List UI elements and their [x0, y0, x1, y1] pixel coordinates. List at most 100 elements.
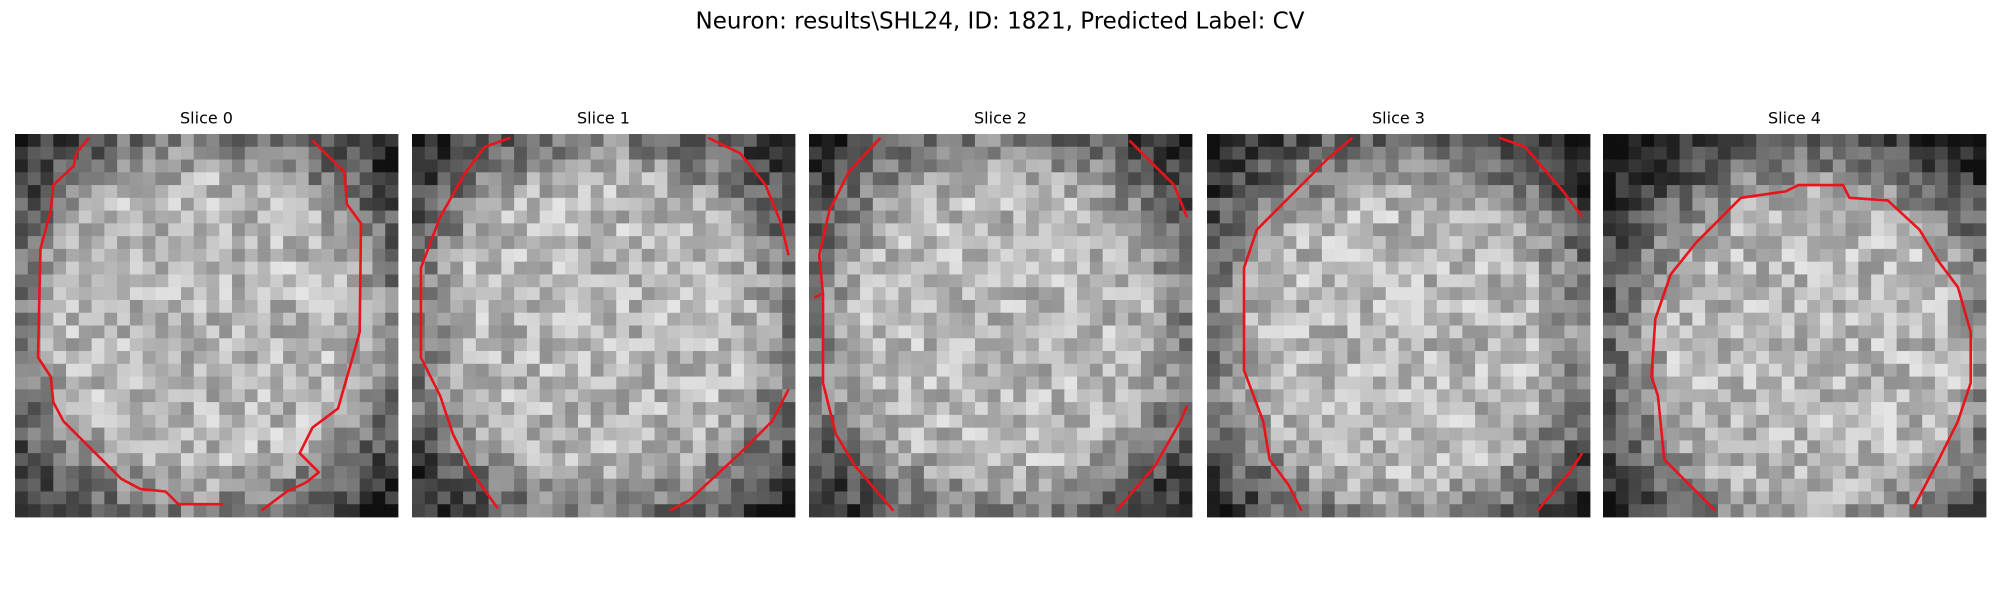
pixel	[898, 389, 912, 403]
pixel	[232, 134, 246, 148]
pixel	[692, 325, 707, 339]
pixel	[962, 504, 976, 518]
pixel	[923, 236, 938, 250]
pixel	[437, 312, 451, 326]
pixel	[667, 338, 681, 352]
pixel	[1258, 210, 1272, 224]
pixel	[475, 376, 489, 390]
pixel	[1385, 465, 1399, 480]
pixel	[1832, 453, 1846, 467]
pixel	[1411, 491, 1425, 505]
pixel	[359, 504, 373, 518]
pixel	[168, 197, 182, 211]
pixel	[603, 185, 617, 199]
pixel	[206, 427, 220, 441]
pixel	[1973, 146, 1987, 160]
pixel	[1947, 402, 1961, 416]
pixel	[1013, 478, 1027, 492]
pixel	[1551, 504, 1565, 518]
pixel	[1781, 440, 1795, 454]
pixel	[1666, 465, 1680, 480]
pixel	[911, 299, 925, 314]
pixel	[1166, 197, 1180, 211]
pixel	[1896, 312, 1910, 326]
pixel	[1564, 478, 1578, 492]
pixel	[1692, 274, 1706, 288]
pixel	[565, 465, 579, 480]
pixel	[1692, 185, 1706, 199]
pixel	[117, 453, 131, 467]
pixel	[821, 134, 835, 148]
pixel	[743, 223, 758, 237]
pixel	[142, 504, 156, 518]
pixel	[911, 261, 925, 275]
pixel	[1832, 376, 1846, 390]
pixel	[1577, 185, 1591, 199]
pixel	[1628, 299, 1642, 314]
pixel	[1820, 427, 1834, 441]
pixel	[1705, 402, 1719, 416]
pixel	[1207, 287, 1221, 301]
pixel	[1207, 210, 1221, 224]
pixel	[1756, 351, 1770, 365]
pixel	[1730, 185, 1744, 199]
pixel	[1871, 338, 1885, 352]
pixel	[1334, 414, 1348, 429]
pixel	[1679, 491, 1693, 505]
pixel	[1615, 351, 1629, 365]
pixel	[1296, 453, 1310, 467]
pixel	[91, 465, 105, 480]
panel-title: Slice 1	[577, 109, 630, 128]
pixel	[1102, 427, 1116, 441]
pixel	[514, 325, 528, 339]
pixel	[1832, 134, 1846, 148]
pixel	[1934, 197, 1949, 211]
pixel	[1743, 478, 1757, 492]
pixel	[705, 210, 719, 224]
pixel	[1756, 478, 1770, 492]
pixel	[1922, 185, 1936, 199]
pixel	[616, 299, 630, 314]
pixel	[1768, 236, 1783, 250]
pixel	[1064, 185, 1078, 199]
pixel	[821, 504, 835, 518]
pixel	[385, 325, 399, 339]
pixel	[1577, 134, 1591, 148]
pixel	[1577, 146, 1591, 160]
pixel	[1564, 414, 1578, 429]
pixel	[1219, 478, 1233, 492]
pixel	[718, 223, 732, 237]
pixel	[641, 248, 655, 263]
pixel	[1102, 389, 1116, 403]
pixel	[1245, 299, 1259, 314]
pixel	[1947, 312, 1961, 326]
pixel	[603, 402, 617, 416]
pixel	[872, 402, 886, 416]
pixel	[1577, 223, 1591, 237]
pixel	[488, 414, 502, 429]
pixel	[15, 261, 29, 275]
pixel	[295, 172, 310, 186]
pixel	[1000, 248, 1014, 263]
pixel	[552, 325, 566, 339]
pixel	[987, 325, 1001, 339]
pixel	[577, 453, 592, 467]
pixel	[1896, 146, 1910, 160]
pixel	[1487, 440, 1502, 454]
pixel	[219, 172, 233, 186]
pixel	[654, 351, 668, 365]
pixel	[359, 287, 373, 301]
pixel	[219, 491, 233, 505]
pixel	[577, 248, 592, 263]
pixel	[1807, 146, 1821, 160]
pixel	[1283, 134, 1297, 148]
pixel	[1321, 185, 1336, 199]
pixel	[1973, 261, 1987, 275]
pixel	[180, 376, 195, 390]
pixel	[923, 134, 938, 148]
pixel	[155, 248, 169, 263]
pixel	[1219, 146, 1233, 160]
pixel	[1973, 134, 1987, 148]
pixel	[346, 261, 361, 275]
pixel	[1026, 440, 1040, 454]
